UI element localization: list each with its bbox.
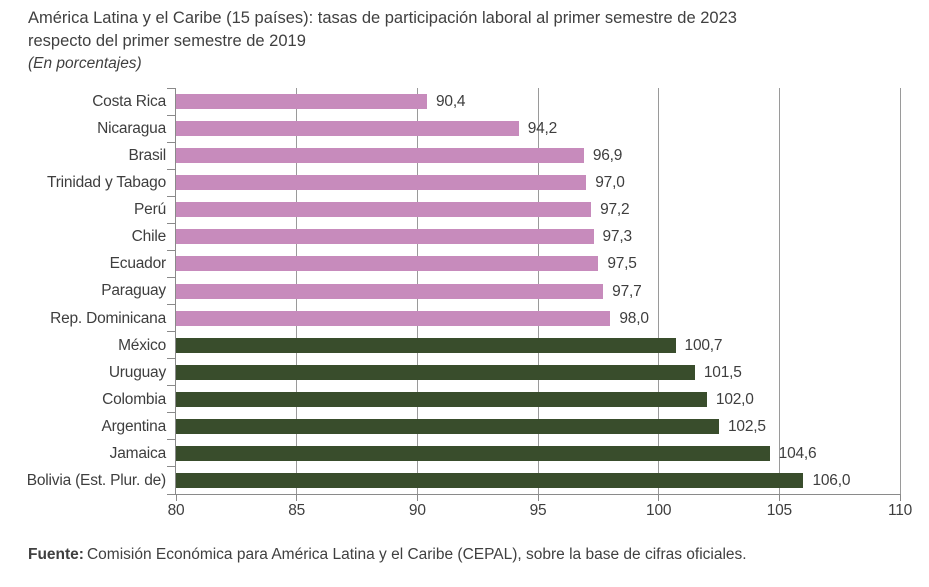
- value-label: 106,0: [812, 471, 851, 489]
- value-label: 97,7: [612, 282, 642, 300]
- chart-subtitle: (En porcentajes): [28, 55, 142, 72]
- category-label: Colombia: [102, 390, 166, 408]
- x-axis-tick-110: [899, 494, 901, 501]
- plot-area: 80 85 90 95 100 105 110 90,4 94,2 96,9 97,0 97,2 97,…: [167, 87, 912, 519]
- bar-Colombia: [176, 391, 707, 407]
- category-label: México: [118, 336, 166, 354]
- y-axis-tick: [167, 222, 175, 224]
- y-axis-tick: [167, 331, 175, 333]
- x-axis-tick-label: 85: [288, 502, 306, 519]
- gridline-105: [778, 88, 780, 494]
- bar-Costa Rica: [176, 94, 427, 110]
- value-label: 94,2: [527, 120, 558, 138]
- bar-Uruguay: [176, 364, 695, 380]
- category-label: Chile: [131, 228, 167, 246]
- category-label: Bolivia (Est. Plur. de): [26, 471, 166, 489]
- category-label: Trinidad y Tabago: [47, 174, 166, 192]
- value-label: 97,3: [602, 228, 633, 246]
- x-axis-tick-label: 100: [646, 502, 672, 519]
- category-label: Ecuador: [109, 255, 167, 273]
- category-label: Perú: [134, 201, 166, 219]
- x-axis-tick-105: [778, 494, 780, 501]
- bar-Argentina: [176, 418, 719, 434]
- category-label: Nicaragua: [97, 120, 166, 138]
- category-label: Argentina: [101, 417, 166, 435]
- value-label: 97,0: [595, 174, 625, 192]
- bar-Bolivia (Est. Plur. de): [176, 472, 804, 488]
- value-label: 100,7: [684, 336, 723, 354]
- y-axis-tick: [167, 141, 175, 143]
- value-label: 104,6: [778, 444, 817, 462]
- value-label: 102,0: [715, 390, 754, 408]
- bar-Trinidad y Tabago: [176, 175, 587, 191]
- y-axis-tick: [167, 114, 175, 116]
- bar-Jamaica: [176, 445, 770, 461]
- x-axis-tick-label: 95: [529, 502, 547, 519]
- x-axis-tick-85: [296, 494, 298, 501]
- category-label: Rep. Dominicana: [50, 309, 166, 327]
- x-axis-tick-label: 80: [167, 502, 185, 519]
- bar-Perú: [176, 202, 592, 218]
- x-axis-tick-95: [537, 494, 539, 501]
- bar-Nicaragua: [176, 121, 519, 137]
- y-axis-tick: [167, 276, 175, 278]
- chart-title: América Latina y el Caribe (15 países): …: [28, 7, 878, 53]
- value-label: 96,9: [592, 147, 623, 165]
- title-line-2: respecto del primer semestre de 2019: [28, 32, 306, 50]
- source-text: Comisión Económica para América Latina y…: [86, 546, 747, 563]
- x-axis-tick-90: [416, 494, 418, 501]
- bar-Paraguay: [176, 283, 604, 299]
- category-axis-labels: Costa Rica Nicaragua Brasil Trinidad y Taba…: [0, 88, 166, 494]
- bar-Ecuador: [176, 256, 599, 272]
- value-label: 102,5: [728, 417, 766, 435]
- y-axis-tick: [167, 439, 175, 441]
- value-label: 97,5: [607, 255, 637, 273]
- category-label: Jamaica: [109, 444, 167, 462]
- bar-México: [176, 337, 676, 353]
- source-label: Fuente:: [28, 546, 84, 563]
- y-axis-tick: [167, 195, 175, 197]
- y-axis-tick: [167, 493, 175, 495]
- x-axis-tick-80: [175, 494, 177, 501]
- x-axis-tick-label: 110: [887, 502, 913, 519]
- x-axis-tick-100: [658, 494, 660, 501]
- y-axis-tick: [167, 358, 175, 360]
- category-label: Costa Rica: [92, 93, 166, 110]
- y-axis-tick: [167, 412, 175, 414]
- x-axis-tick-label: 105: [766, 502, 792, 519]
- category-label: Brasil: [128, 147, 166, 165]
- category-label: Paraguay: [101, 282, 166, 300]
- y-axis-tick: [167, 249, 175, 251]
- gridline-110: [899, 88, 901, 494]
- bar-Rep. Dominicana: [176, 310, 611, 326]
- value-label: 101,5: [703, 363, 742, 381]
- y-axis-tick: [167, 466, 175, 468]
- title-line-1: América Latina y el Caribe (15 países): …: [28, 9, 737, 27]
- y-axis-tick: [167, 87, 175, 89]
- y-axis-tick: [167, 168, 175, 170]
- category-label: Uruguay: [108, 363, 166, 381]
- value-label: 97,2: [600, 201, 630, 219]
- value-label: 98,0: [619, 309, 649, 327]
- x-axis-tick-label: 90: [408, 502, 426, 519]
- y-axis-tick: [167, 304, 175, 306]
- value-label: 90,4: [435, 93, 466, 111]
- source-note: Fuente: Comisión Económica para América L…: [28, 546, 747, 564]
- gridline-100: [658, 88, 660, 494]
- bar-Chile: [176, 229, 594, 245]
- y-axis-tick: [167, 385, 175, 387]
- bar-Brasil: [176, 148, 584, 164]
